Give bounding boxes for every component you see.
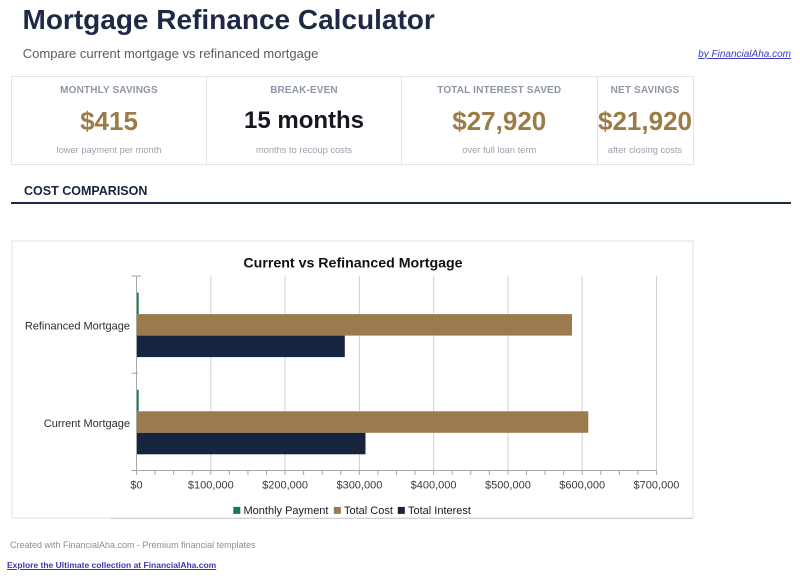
svg-text:Current vs Refinanced Mortgage: Current vs Refinanced Mortgage: [243, 256, 462, 272]
svg-text:$100,000: $100,000: [188, 480, 234, 492]
svg-text:$700,000: $700,000: [634, 480, 680, 492]
svg-text:Monthly Payment: Monthly Payment: [244, 505, 329, 517]
svg-text:$200,000: $200,000: [262, 480, 308, 492]
svg-text:Current Mortgage: Current Mortgage: [44, 418, 130, 430]
svg-text:Refinanced Mortgage: Refinanced Mortgage: [25, 321, 130, 333]
svg-text:$300,000: $300,000: [336, 480, 382, 492]
svg-text:$600,000: $600,000: [559, 480, 605, 492]
svg-text:Total Interest: Total Interest: [408, 505, 471, 517]
svg-text:$0: $0: [130, 480, 142, 492]
svg-text:$400,000: $400,000: [411, 480, 457, 492]
svg-text:$500,000: $500,000: [485, 480, 531, 492]
svg-text:Total Cost: Total Cost: [344, 505, 393, 517]
